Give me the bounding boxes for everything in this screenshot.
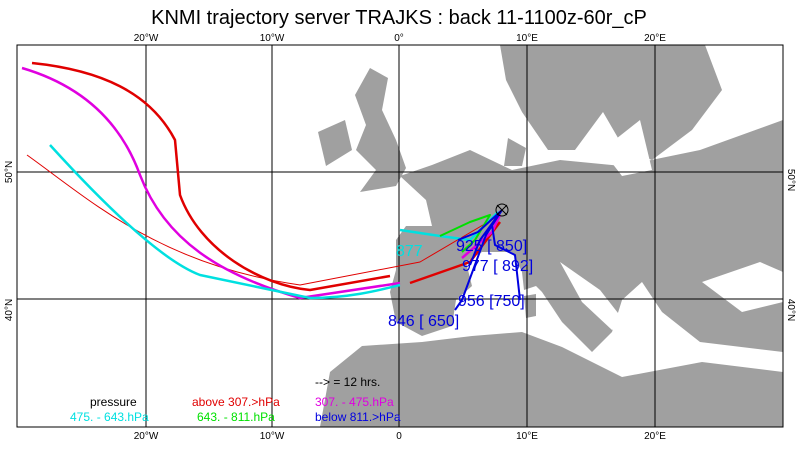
lon-label: 10°E <box>516 431 538 442</box>
trajectory-label: 925 [ 850] <box>456 238 527 255</box>
legend-item: 307. - 475.hPa <box>315 395 394 409</box>
land <box>318 45 783 427</box>
legend-item: above 307.>hPa <box>192 395 280 409</box>
lon-label: 10°E <box>516 33 538 44</box>
lat-label: 50°N <box>785 169 796 191</box>
lat-label: 40°N <box>4 299 15 321</box>
trajectory-label: 977 [ 892] <box>462 258 533 275</box>
lon-label: 0 <box>396 431 402 442</box>
trajectories <box>21 61 521 311</box>
lat-label: 50°N <box>4 161 15 183</box>
lon-label: 20°E <box>644 431 666 442</box>
trajectory-label: 877 <box>396 243 423 260</box>
title: KNMI trajectory server TRAJKS : back 11-… <box>151 7 647 29</box>
trajectory-label: 846 [ 650] <box>388 313 459 330</box>
legend-item: below 811.>hPa <box>315 410 401 424</box>
trajectory-label: 956 [750] <box>458 293 525 310</box>
start-marker <box>495 203 509 217</box>
legend-title: pressure <box>90 395 137 409</box>
grid-labels: 20°W 10°W 0° 10°E 20°E 20°W 10°W 0 10°E … <box>4 33 796 442</box>
graticule <box>17 45 783 427</box>
lon-label: 20°E <box>644 33 666 44</box>
map: 846 [ 650] 956 [750] 977 [ 892] 925 [ 85… <box>17 45 783 427</box>
legend-item: 475. - 643.hPa <box>70 410 149 424</box>
map-frame <box>16 44 784 428</box>
legend-interval: --> = 12 hrs. <box>315 375 380 389</box>
lat-label: 40°N <box>785 299 796 321</box>
lon-label: 0° <box>394 33 404 44</box>
lon-label: 20°W <box>134 33 159 44</box>
lon-label: 10°W <box>260 431 285 442</box>
legend-item: 643. - 811.hPa <box>197 410 275 424</box>
lon-label: 20°W <box>134 431 159 442</box>
lon-label: 10°W <box>260 33 285 44</box>
